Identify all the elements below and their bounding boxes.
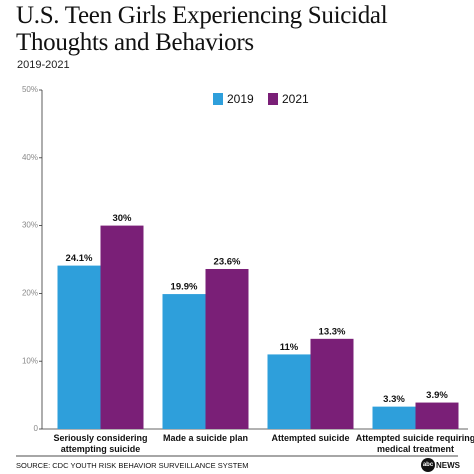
y-tick-label: 0 xyxy=(34,424,39,433)
bar xyxy=(162,294,206,429)
value-label: 24.1% xyxy=(66,253,93,264)
y-tick-label: 20% xyxy=(22,289,38,298)
logo-mark: abc xyxy=(421,458,435,472)
bar xyxy=(267,354,311,429)
y-tick-label: 40% xyxy=(22,153,38,162)
bar xyxy=(415,402,459,429)
bar xyxy=(205,268,249,429)
x-tick-label: Made a suicide plan xyxy=(162,433,249,443)
y-tick-label: 30% xyxy=(22,221,38,230)
x-tick-label: Seriously considering attempting suicide xyxy=(53,433,148,454)
chart-subtitle: 2019-2021 xyxy=(17,59,70,71)
x-tick-label: Attempted suicide xyxy=(271,433,350,443)
logo-text: NEWS xyxy=(436,460,460,470)
bar xyxy=(57,265,101,429)
y-tick-label: 50% xyxy=(22,85,38,94)
value-label: 30% xyxy=(112,213,132,224)
value-label: 11% xyxy=(280,342,299,353)
value-label: 3.3% xyxy=(383,394,405,405)
chart-title: U.S. Teen Girls Experiencing Suicidal Th… xyxy=(16,2,388,56)
x-tick-label: Attempted suicide requiring medical trea… xyxy=(355,433,474,454)
legend-swatch xyxy=(213,93,223,105)
value-label: 13.3% xyxy=(319,326,346,337)
y-tick-label: 10% xyxy=(22,356,38,365)
bar xyxy=(100,225,144,429)
bar xyxy=(310,338,354,429)
value-label: 19.9% xyxy=(171,282,198,293)
value-label: 3.9% xyxy=(426,390,448,401)
source: SOURCE: CDC YOUTH RISK BEHAVIOR SURVEILL… xyxy=(16,461,249,470)
logo: abc NEWS xyxy=(421,458,460,472)
legend-swatch xyxy=(268,93,278,105)
legend-label: 2019 xyxy=(227,92,254,106)
value-label: 23.6% xyxy=(214,257,241,268)
bar xyxy=(372,406,416,429)
legend-label: 2021 xyxy=(282,92,309,106)
